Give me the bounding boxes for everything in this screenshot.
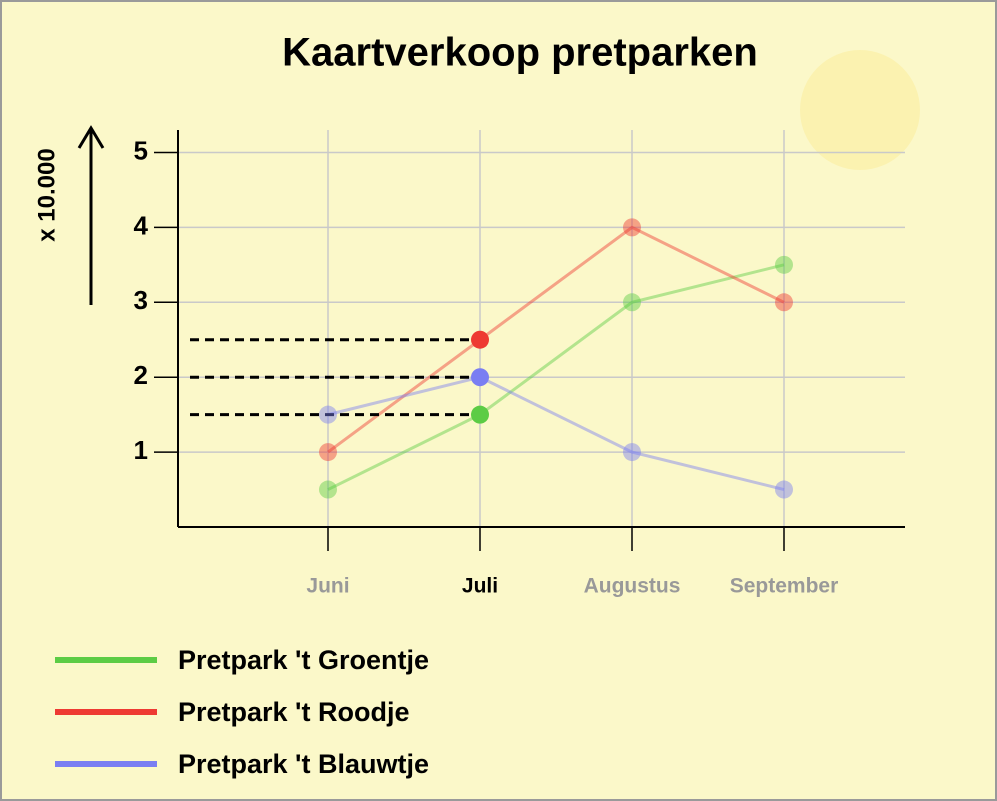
- data-point: [319, 481, 337, 499]
- legend-label: Pretpark 't Blauwtje: [178, 749, 429, 779]
- legend-label: Pretpark 't Roodje: [178, 697, 409, 727]
- x-tick-label: September: [730, 575, 839, 598]
- x-tick-label: Juni: [306, 575, 349, 598]
- data-point: [319, 443, 337, 461]
- data-point: [471, 406, 489, 424]
- y-tick-label: 3: [134, 285, 148, 315]
- x-tick-label: Juli: [462, 575, 498, 598]
- page: Kaartverkoop pretparken x 10.000 1 2 3 4 5 Ju…: [0, 0, 997, 801]
- chart-title: Kaartverkoop pretparken: [282, 31, 758, 75]
- x-tick-label: Augustus: [584, 575, 681, 598]
- y-tick-label: 1: [134, 435, 148, 465]
- data-point: [319, 406, 337, 424]
- data-point: [623, 218, 641, 236]
- chart: Kaartverkoop pretparken x 10.000 1 2 3 4 5 Ju…: [0, 0, 997, 801]
- data-point: [775, 481, 793, 499]
- data-point: [623, 443, 641, 461]
- y-tick-label: 2: [134, 360, 148, 390]
- legend-label: Pretpark 't Groentje: [178, 645, 429, 675]
- data-point: [775, 293, 793, 311]
- y-tick-label: 5: [134, 135, 148, 165]
- y-axis-label: x 10.000: [33, 148, 60, 241]
- y-tick-label: 4: [134, 210, 149, 240]
- data-point: [623, 293, 641, 311]
- data-point: [471, 368, 489, 386]
- data-point: [471, 331, 489, 349]
- data-point: [775, 256, 793, 274]
